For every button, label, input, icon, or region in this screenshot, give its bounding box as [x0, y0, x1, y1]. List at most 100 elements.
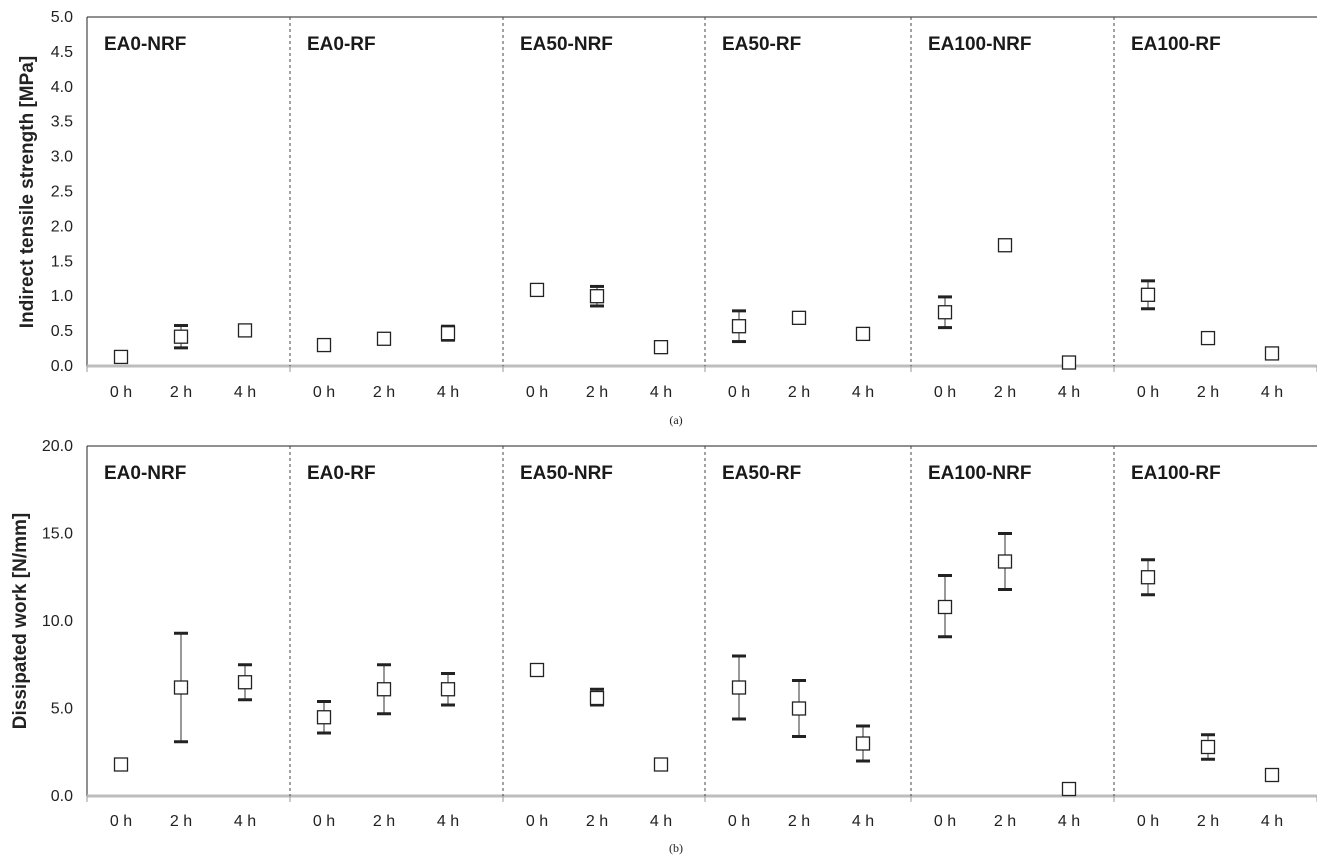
- data-point: [937, 305, 953, 320]
- data-point: [997, 554, 1013, 569]
- x-tick-label: 4 h: [650, 813, 672, 830]
- x-tick-label: 0 h: [526, 813, 548, 830]
- y-tick-label: 0.5: [51, 323, 73, 340]
- data-point: [1061, 355, 1077, 370]
- data-point: [855, 736, 871, 751]
- data-point: [791, 310, 807, 325]
- data-point: [589, 690, 605, 706]
- x-tick-label: 4 h: [852, 384, 874, 401]
- data-point: [113, 349, 129, 365]
- x-tick-label: 0 h: [934, 384, 956, 401]
- x-tick-label: 0 h: [728, 813, 750, 830]
- y-tick-label: 1.5: [51, 253, 73, 270]
- group-label: EA50-NRF: [520, 34, 613, 55]
- y-tick-label: 3.5: [51, 114, 73, 131]
- data-point: [1061, 781, 1077, 797]
- data-point: [237, 675, 253, 690]
- y-tick-label: 4.0: [51, 79, 73, 96]
- data-point: [1200, 330, 1216, 346]
- data-point: [376, 682, 392, 697]
- y-axis-title: Dissipated work [N/mm]: [10, 513, 31, 729]
- data-point: [731, 680, 747, 695]
- x-tick-label: 4 h: [1261, 813, 1283, 830]
- x-tick-label: 2 h: [788, 813, 810, 830]
- x-tick-label: 4 h: [234, 813, 256, 830]
- y-tick-label: 5.0: [51, 9, 73, 26]
- data-point: [731, 319, 747, 334]
- group-label: EA100-RF: [1131, 463, 1221, 484]
- panel-a: 0.0 0.5 1.0 1.5 2.0 2.5 3.0 3.5 4.0 4.5 5.0 Indirec…: [17, 9, 1317, 427]
- x-tick-label: 0 h: [1137, 384, 1159, 401]
- y-axis-title: Indirect tensile strength [MPa]: [17, 56, 38, 328]
- x-tick-label: 2 h: [373, 384, 395, 401]
- group-label: EA100-NRF: [928, 463, 1031, 484]
- x-tick-label: 2 h: [788, 384, 810, 401]
- x-tick-label: 2 h: [994, 813, 1016, 830]
- x-tick-label: 0 h: [728, 384, 750, 401]
- data-point: [589, 289, 605, 304]
- x-tick-label: 2 h: [1197, 813, 1219, 830]
- x-tick-label: 4 h: [1261, 384, 1283, 401]
- data-point: [1200, 739, 1216, 755]
- x-tick-label: 0 h: [1137, 813, 1159, 830]
- x-tick-label: 2 h: [994, 384, 1016, 401]
- group-label: EA0-NRF: [104, 34, 186, 55]
- x-tick-label: 2 h: [586, 384, 608, 401]
- data-point: [316, 710, 332, 725]
- y-tick-label: 2.0: [51, 218, 73, 235]
- data-point: [376, 331, 392, 346]
- group-label: EA50-RF: [722, 34, 801, 55]
- x-tick-label: 0 h: [934, 813, 956, 830]
- group-label: EA50-NRF: [520, 463, 613, 484]
- data-point: [937, 599, 953, 615]
- data-point: [316, 337, 332, 353]
- y-tick-label: 4.5: [51, 44, 73, 61]
- group-label: EA0-RF: [307, 463, 376, 484]
- x-tick-label: 4 h: [1058, 384, 1080, 401]
- data-point: [440, 682, 456, 697]
- y-tick-label: 0.0: [51, 788, 73, 805]
- y-tick-label: 2.5: [51, 184, 73, 201]
- data-point: [855, 326, 871, 342]
- x-tick-label: 2 h: [1197, 384, 1219, 401]
- x-tick-label: 4 h: [437, 813, 459, 830]
- x-tick-label: 4 h: [650, 384, 672, 401]
- group-label: EA100-RF: [1131, 34, 1221, 55]
- data-point: [997, 238, 1013, 253]
- data-point: [173, 680, 189, 695]
- panel-b: 0.0 5.0 10.0 15.0 20.0 Dissipated work [N/mm]…: [10, 438, 1317, 855]
- data-point: [1140, 287, 1156, 302]
- y-tick-label: 5.0: [51, 701, 73, 718]
- data-point: [440, 326, 456, 341]
- x-tick-label: 2 h: [170, 813, 192, 830]
- x-tick-label: 4 h: [852, 813, 874, 830]
- data-point: [1140, 570, 1156, 585]
- y-tick-label: 3.0: [51, 149, 73, 166]
- x-tick-label: 0 h: [313, 384, 335, 401]
- x-tick-label: 0 h: [110, 813, 132, 830]
- data-point: [791, 701, 807, 716]
- data-point: [1264, 767, 1280, 783]
- x-tick-label: 2 h: [170, 384, 192, 401]
- data-point: [237, 323, 253, 338]
- x-tick-label: 4 h: [234, 384, 256, 401]
- panel-caption: (b): [669, 841, 683, 855]
- group-label: EA50-RF: [722, 463, 801, 484]
- x-tick-label: 0 h: [526, 384, 548, 401]
- data-point: [113, 757, 129, 772]
- data-point: [529, 282, 545, 298]
- group-label: EA100-NRF: [928, 34, 1031, 55]
- data-point: [1264, 346, 1280, 361]
- panel-caption: (a): [669, 413, 682, 427]
- data-point: [173, 329, 189, 344]
- data-point: [653, 340, 669, 355]
- x-tick-label: 0 h: [313, 813, 335, 830]
- y-tick-label: 1.0: [51, 288, 73, 305]
- x-tick-label: 4 h: [1058, 813, 1080, 830]
- y-tick-label: 20.0: [42, 438, 73, 455]
- y-tick-label: 10.0: [42, 613, 73, 630]
- data-point: [653, 757, 669, 772]
- group-label: EA0-RF: [307, 34, 376, 55]
- x-tick-label: 0 h: [110, 384, 132, 401]
